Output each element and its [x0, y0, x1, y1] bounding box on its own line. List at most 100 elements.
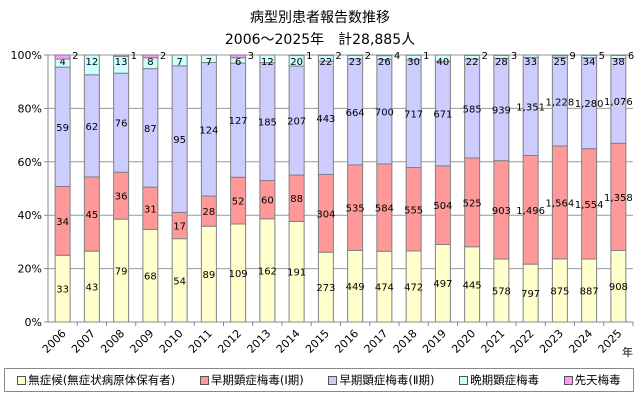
data-label: 185 [258, 118, 277, 129]
data-label: 445 [463, 280, 482, 291]
data-label: 578 [492, 287, 511, 298]
x-tick-label: 2023 [537, 327, 566, 356]
data-label: 664 [346, 108, 365, 119]
data-label: 87 [144, 124, 157, 135]
data-label: 12 [86, 57, 99, 68]
legend-swatch [199, 375, 209, 385]
x-tick-label: 2021 [479, 327, 508, 356]
data-label: 7 [206, 57, 212, 68]
x-tick-label: 2018 [391, 327, 420, 356]
data-label: 6 [235, 57, 241, 68]
data-label: 1,564 [546, 198, 575, 209]
legend-label: 早期顕症梅毒(Ⅱ期) [339, 373, 435, 387]
chart-title: 病型別患者報告数推移 [250, 10, 390, 26]
legend-swatch [563, 375, 573, 385]
data-label: 54 [173, 276, 186, 287]
data-label: 443 [316, 114, 335, 125]
data-label: 207 [287, 117, 306, 128]
x-tick-label: 2022 [508, 327, 537, 356]
data-label: 497 [433, 279, 452, 290]
x-tick-label: 2015 [303, 327, 332, 356]
x-tick-label: 2007 [69, 327, 98, 356]
data-label: 43 [86, 283, 99, 294]
legend-label: 先天梅毒 [574, 373, 621, 387]
data-label: 23 [349, 57, 362, 68]
x-axis-label: 年 [622, 345, 633, 359]
data-label: 33 [524, 57, 537, 68]
bar-segment [317, 54, 334, 57]
y-tick-label: 20% [18, 263, 42, 276]
data-label: 34 [583, 57, 596, 68]
data-label: 700 [375, 108, 394, 119]
x-tick-label: 2006 [40, 327, 69, 356]
data-label: 20 [290, 57, 303, 68]
x-tick-label: 2024 [566, 327, 595, 356]
data-label: 25 [554, 57, 567, 68]
x-tick-label: 2013 [245, 327, 274, 356]
bar-segment [142, 54, 159, 59]
bar-segment [230, 54, 247, 59]
chart-subtitle: 2006～2025年 計28,885人 [225, 32, 415, 48]
data-label: 1,280 [575, 99, 604, 110]
y-tick-label: 80% [18, 102, 42, 115]
bar-segment [288, 54, 305, 57]
data-label: 38 [612, 57, 625, 68]
data-label: 903 [492, 206, 511, 217]
data-label: 671 [433, 110, 452, 121]
data-label: 472 [404, 283, 423, 294]
y-tick-label: 100% [11, 49, 42, 62]
bar-segment [171, 54, 188, 67]
data-label: 875 [550, 286, 569, 297]
data-label: 1,358 [604, 193, 633, 204]
data-label: 28 [495, 57, 508, 68]
data-label: 22 [320, 57, 333, 68]
legend-swatch [328, 375, 338, 385]
bar-segment [434, 54, 451, 62]
data-label: 4 [394, 51, 400, 62]
data-label: 584 [375, 204, 394, 215]
data-label: 2 [482, 51, 488, 62]
x-tick-label: 2008 [98, 327, 127, 356]
data-label: 585 [463, 105, 482, 116]
data-label: 45 [86, 210, 99, 221]
data-label: 449 [346, 282, 365, 293]
stacked-percent-bar-chart: 病型別患者報告数推移 2006～2025年 計28,885人 333459424… [11, 10, 635, 359]
data-label: 1,496 [516, 206, 545, 217]
data-label: 6 [628, 51, 634, 62]
x-tick-label: 2014 [274, 327, 303, 356]
legend-item: 先天梅毒 [563, 372, 621, 388]
data-label: 3 [248, 51, 254, 62]
data-label: 62 [86, 122, 99, 133]
data-label: 95 [173, 135, 186, 146]
data-label: 12 [261, 57, 274, 68]
data-label: 7 [176, 57, 182, 68]
bar-segment [376, 54, 393, 57]
legend: 無症候(無症状病原体保有者) 早期顕症梅毒(Ⅰ期) 早期顕症梅毒(Ⅱ期) 晩期顕症梅毒… [4, 368, 634, 392]
data-label: 887 [580, 287, 599, 298]
data-label: 127 [229, 116, 248, 127]
data-label: 5 [599, 51, 605, 62]
data-label: 555 [404, 205, 423, 216]
data-label: 1,554 [575, 200, 604, 211]
data-label: 40 [437, 57, 450, 68]
data-label: 22 [466, 57, 479, 68]
data-label: 68 [144, 272, 157, 283]
x-tick-label: 2020 [449, 327, 478, 356]
data-label: 36 [115, 192, 128, 203]
y-tick-label: 60% [18, 156, 42, 169]
data-label: 525 [463, 198, 482, 209]
data-label: 88 [290, 194, 303, 205]
data-label: 52 [232, 197, 245, 208]
data-label: 273 [316, 283, 335, 294]
data-label: 2 [335, 51, 341, 62]
bar-segment [113, 54, 130, 57]
data-label: 1,228 [546, 98, 575, 109]
data-label: 3 [511, 51, 517, 62]
y-tick-label: 40% [18, 209, 42, 222]
data-label: 939 [492, 106, 511, 117]
data-label: 797 [521, 289, 540, 300]
data-label: 59 [56, 123, 69, 134]
data-label: 1 [306, 51, 312, 62]
x-tick-label: 2010 [157, 327, 186, 356]
legend-swatch [459, 375, 469, 385]
